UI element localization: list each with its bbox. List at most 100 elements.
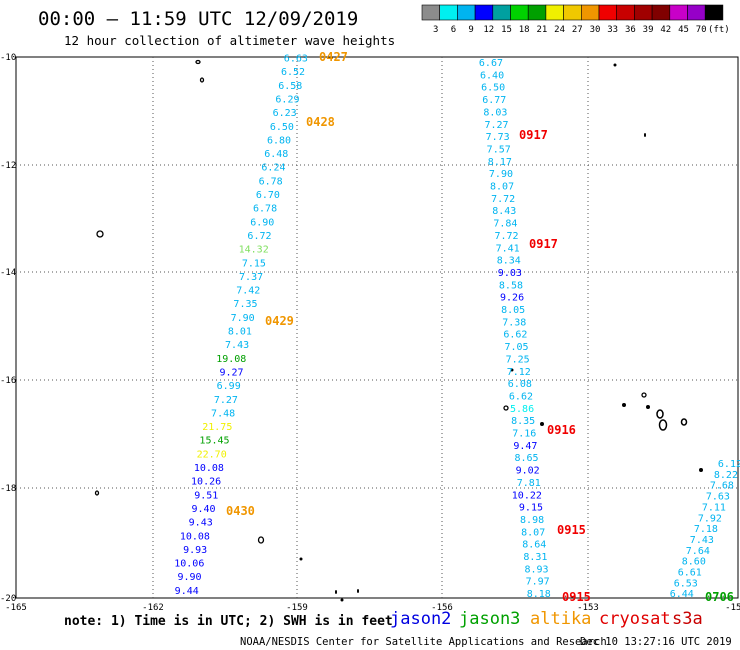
wave-height-value: 7.11 xyxy=(702,502,726,513)
colorbar-label: 45 xyxy=(678,25,689,35)
wave-height-value: 7.38 xyxy=(502,317,526,328)
wave-height-value: 7.12 xyxy=(507,367,531,378)
graticule xyxy=(16,57,738,598)
wave-height-value: 6.23 xyxy=(273,108,297,119)
wave-height-value: 8.17 xyxy=(488,157,512,168)
wave-height-value: 7.16 xyxy=(512,429,536,440)
wave-height-value: 6.29 xyxy=(275,94,299,105)
colorbar-swatch xyxy=(563,4,582,21)
wave-height-value: 8.98 xyxy=(520,515,544,526)
wave-height-value: 6.78 xyxy=(253,204,277,215)
wave-height-value: 9.43 xyxy=(189,518,213,529)
colorbar-label: 18 xyxy=(519,25,530,35)
longitude-tick-label: -150 xyxy=(725,603,740,613)
island xyxy=(257,536,265,544)
island xyxy=(199,77,205,83)
wave-height-value: 5.86 xyxy=(510,404,534,415)
wave-height-value: 8.43 xyxy=(492,206,516,217)
wave-height-value: 8.34 xyxy=(497,256,521,267)
pass-time-label: 0916 xyxy=(547,423,576,437)
wave-height-value: 7.35 xyxy=(233,299,257,310)
wave-height-value: 6.72 xyxy=(247,231,271,242)
wave-height-value: 6.50 xyxy=(270,122,294,133)
satellite-legend-entry: s3a xyxy=(672,609,703,629)
wave-height-value: 6.40 xyxy=(480,70,504,81)
satellite-legend-entry: cryosat xyxy=(599,609,671,629)
island xyxy=(646,405,650,409)
colorbar-swatch xyxy=(704,4,724,21)
wave-height-value: 8.64 xyxy=(522,540,546,551)
longitude-tick-label: -159 xyxy=(286,603,308,613)
wave-height-value: 7.63 xyxy=(706,492,730,503)
pass-time-label: 0915 xyxy=(557,523,586,537)
wave-height-value: 7.92 xyxy=(698,513,722,524)
pass-time-label: 0706 xyxy=(705,590,734,604)
island xyxy=(94,490,100,496)
longitude-tick-label: -162 xyxy=(142,603,164,613)
wave-height-value: 7.73 xyxy=(486,132,510,143)
wave-height-value: 9.44 xyxy=(175,586,199,597)
colorbar-swatch xyxy=(687,4,706,21)
island xyxy=(335,590,337,594)
colorbar-swatch xyxy=(439,4,458,21)
wave-height-value: 6.99 xyxy=(217,381,241,392)
longitude-tick-label: -156 xyxy=(431,603,453,613)
footer-credit: NOAA/NESDIS Center for Satellite Applica… xyxy=(240,636,607,648)
map-subtitle: 12 hour collection of altimeter wave hei… xyxy=(64,33,395,48)
wave-height-value: 7.64 xyxy=(686,546,710,557)
wave-height-value: 8.07 xyxy=(490,182,514,193)
latitude-tick-label: -16 xyxy=(0,376,16,386)
map-frame xyxy=(15,56,739,599)
satellite-legend-entry: jason2 xyxy=(390,609,451,629)
latitude-tick-label: -20 xyxy=(0,594,16,604)
wave-height-value: 8.31 xyxy=(523,552,547,563)
pass-time-label: 0427 xyxy=(319,50,348,64)
wave-height-value: 22.70 xyxy=(197,449,227,460)
colorbar-swatch xyxy=(669,4,688,21)
latitude-tick-label: -10 xyxy=(0,53,16,63)
wave-height-value: 7.43 xyxy=(690,535,714,546)
map-title: 00:00 – 11:59 UTC 12/09/2019 xyxy=(38,8,358,30)
wave-height-value: 6.58 xyxy=(278,81,302,92)
wave-height-value: 7.37 xyxy=(239,272,263,283)
wave-height-value: 8.65 xyxy=(514,453,538,464)
wave-height-value: 6.77 xyxy=(482,95,506,106)
pass-time-label: 0917 xyxy=(529,237,558,251)
wave-height-value: 10.08 xyxy=(194,463,224,474)
wave-height-value: 7.97 xyxy=(526,577,550,588)
island xyxy=(656,409,664,419)
wave-height-value: 6.62 xyxy=(509,391,533,402)
pass-time-label: 0917 xyxy=(519,128,548,142)
wave-height-value: 7.15 xyxy=(242,258,266,269)
wave-height-value: 7.72 xyxy=(491,194,515,205)
wave-height-value: 7.42 xyxy=(236,286,260,297)
island xyxy=(340,598,344,602)
island xyxy=(641,392,647,398)
wave-height-value: 10.22 xyxy=(512,490,542,501)
colorbar-swatch xyxy=(510,4,529,21)
pass-time-label: 0915 xyxy=(562,590,591,604)
wave-height-value: 7.81 xyxy=(517,478,541,489)
colorbar-swatch xyxy=(474,4,494,21)
colorbar-swatch xyxy=(457,4,476,21)
wave-height-value: 6.44 xyxy=(670,589,694,600)
wave-height-value: 9.15 xyxy=(519,503,543,514)
colorbar-label: 33 xyxy=(607,25,618,35)
colorbar-label: 12 xyxy=(483,25,494,35)
wave-height-value: 7.90 xyxy=(231,313,255,324)
wave-height-value: 19.08 xyxy=(216,354,246,365)
colorbar-label: 15 xyxy=(501,25,512,35)
colorbar-legend: 3 6 9 12 15 18 21 24 27 30 33 36 39 42 45 70 (ft) xyxy=(421,4,730,35)
pass-time-label: 0430 xyxy=(226,504,255,518)
wave-height-value: 7.84 xyxy=(493,219,517,230)
wave-height-value: 7.90 xyxy=(489,169,513,180)
colorbar-swatch xyxy=(421,4,441,21)
wave-height-value: 7.18 xyxy=(694,524,718,535)
wave-height-value: 6.48 xyxy=(264,149,288,160)
wave-height-value: 9.26 xyxy=(500,293,524,304)
wave-height-value: 6.78 xyxy=(259,176,283,187)
longitude-tick-label: -153 xyxy=(577,603,599,613)
wave-height-value: 6.63 xyxy=(284,54,308,65)
wave-height-value: 9.40 xyxy=(191,504,215,515)
colorbar-label: 24 xyxy=(554,25,565,35)
